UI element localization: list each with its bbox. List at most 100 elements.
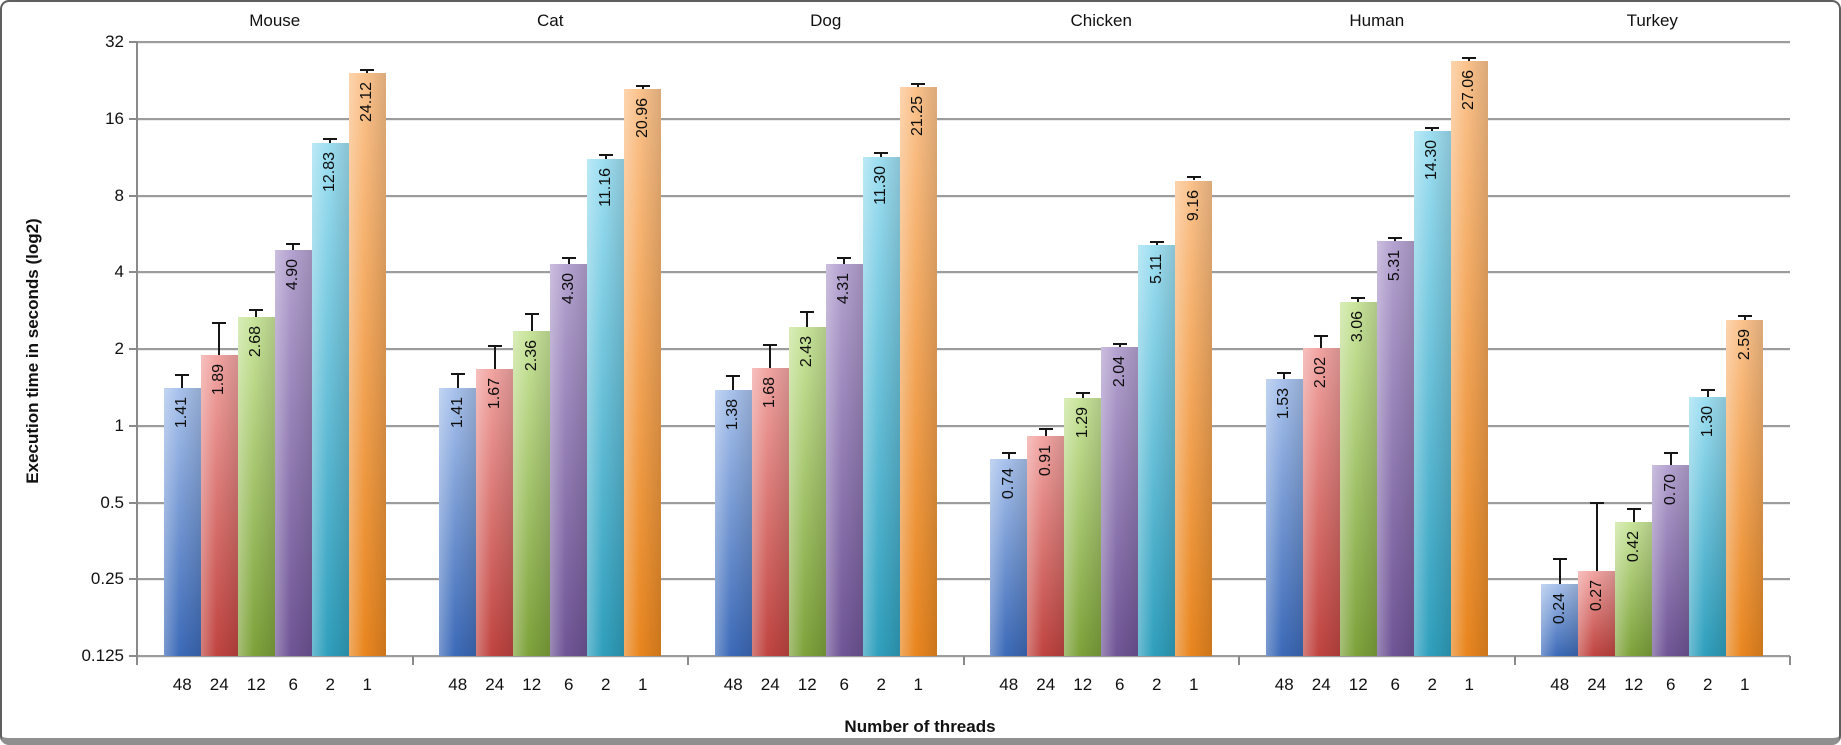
bar-value-label: 4.90 bbox=[284, 258, 302, 290]
bar-value-label: 1.53 bbox=[1275, 387, 1293, 419]
error-bar-line bbox=[1743, 315, 1746, 321]
bar-value-label: 0.74 bbox=[999, 468, 1017, 500]
error-bar-cap bbox=[1388, 236, 1403, 239]
error-bar-cap bbox=[1001, 452, 1016, 455]
x-tick-label: 1 bbox=[1740, 675, 1750, 694]
bar-value-label: 11.16 bbox=[596, 167, 614, 207]
bar-value-label: 2.59 bbox=[1735, 329, 1753, 361]
gridline bbox=[137, 501, 1790, 504]
y-axis-tick bbox=[129, 501, 138, 504]
error-bar-line bbox=[1155, 242, 1158, 246]
bar-chicken-6threads bbox=[1101, 346, 1139, 656]
error-bar-cap bbox=[175, 374, 190, 377]
error-bar-cap bbox=[1462, 56, 1477, 59]
error-bar-line bbox=[1706, 390, 1709, 397]
error-bar-line bbox=[1283, 373, 1286, 379]
error-bar-line bbox=[1595, 502, 1598, 571]
gridline bbox=[137, 41, 1790, 43]
y-tick-label: 0.25 bbox=[90, 569, 124, 589]
x-tick-label: 6 bbox=[1390, 675, 1400, 694]
x-axis-tick bbox=[411, 656, 414, 665]
error-bar-cap bbox=[212, 322, 227, 325]
error-bar-cap bbox=[1149, 241, 1164, 244]
y-tick-label: 4 bbox=[114, 262, 124, 282]
bar-cat-12threads bbox=[513, 330, 551, 656]
x-axis-tick bbox=[962, 656, 965, 665]
error-bar-line bbox=[1558, 559, 1561, 584]
bar-value-label: 20.96 bbox=[633, 97, 651, 138]
x-tick-label: 24 bbox=[760, 675, 780, 694]
error-bar-cap bbox=[323, 138, 338, 141]
group-title: Dog bbox=[810, 11, 842, 30]
error-bar-line bbox=[1468, 57, 1471, 61]
error-bar-cap bbox=[1075, 392, 1090, 395]
x-tick-label: 1 bbox=[362, 675, 372, 694]
error-bar-line bbox=[329, 139, 332, 144]
x-tick-label: 6 bbox=[1666, 675, 1676, 694]
bar-cat-48threads bbox=[439, 387, 477, 656]
error-bar-line bbox=[1007, 453, 1010, 460]
x-axis-tick bbox=[136, 656, 138, 665]
error-bar-line bbox=[880, 153, 883, 158]
bar-human-24threads bbox=[1302, 347, 1340, 656]
y-axis-tick bbox=[129, 348, 138, 350]
y-axis-tick bbox=[129, 41, 138, 43]
bar-value-label: 2.68 bbox=[247, 325, 265, 357]
bar-value-label: 2.04 bbox=[1110, 355, 1128, 387]
x-tick-label: 48 bbox=[723, 675, 743, 694]
bar-turkey-24threads bbox=[1578, 570, 1616, 656]
error-bar-line bbox=[366, 69, 369, 74]
x-tick-label: 12 bbox=[522, 675, 542, 694]
bar-dog-12threads bbox=[788, 327, 826, 656]
x-axis-tick bbox=[1238, 656, 1240, 665]
bar-value-label: 5.31 bbox=[1386, 249, 1404, 282]
bar-value-label: 1.29 bbox=[1073, 406, 1091, 438]
x-tick-label: 6 bbox=[839, 675, 849, 694]
gridline bbox=[137, 194, 1790, 197]
gridline bbox=[137, 424, 1790, 427]
bar-mouse-48threads bbox=[163, 387, 201, 656]
error-bar-cap bbox=[360, 68, 375, 71]
gridline bbox=[137, 271, 1790, 274]
x-tick-label: 12 bbox=[1073, 675, 1093, 694]
bar-value-label: 1.30 bbox=[1698, 405, 1716, 437]
error-bar-cap bbox=[1186, 176, 1201, 179]
error-bar-cap bbox=[1552, 558, 1567, 561]
x-tick-label: 12 bbox=[246, 675, 266, 694]
error-bar-cap bbox=[1038, 428, 1053, 431]
bar-value-label: 0.42 bbox=[1624, 530, 1642, 562]
bar-turkey-12threads bbox=[1615, 521, 1653, 656]
group-title: Turkey bbox=[1626, 11, 1678, 30]
bar-value-label: 24.12 bbox=[358, 82, 376, 123]
error-bar-line bbox=[769, 344, 772, 369]
bar-cat-6threads bbox=[550, 264, 588, 656]
y-axis-tick bbox=[129, 194, 138, 197]
x-tick-label: 2 bbox=[325, 675, 335, 694]
x-tick-label: 1 bbox=[913, 675, 923, 694]
x-tick-label: 1 bbox=[638, 675, 648, 694]
error-bar-line bbox=[1081, 393, 1084, 398]
x-tick-label: 6 bbox=[288, 675, 298, 694]
bar-mouse-1threads bbox=[348, 73, 386, 656]
error-bar-cap bbox=[450, 372, 465, 375]
error-bar-line bbox=[1431, 128, 1434, 132]
error-bar-line bbox=[255, 309, 258, 317]
x-tick-label: 24 bbox=[1587, 675, 1607, 694]
x-axis-tick bbox=[1513, 656, 1516, 665]
bar-value-label: 2.02 bbox=[1312, 356, 1330, 389]
bar-chicken-12threads bbox=[1064, 397, 1102, 656]
bar-mouse-2threads bbox=[311, 143, 349, 656]
error-bar-cap bbox=[726, 374, 741, 377]
error-bar-line bbox=[218, 323, 221, 356]
error-bar-cap bbox=[911, 83, 926, 86]
bar-mouse-6threads bbox=[274, 249, 312, 656]
bar-dog-24threads bbox=[751, 368, 789, 656]
group-title: Cat bbox=[537, 11, 564, 30]
gridline bbox=[137, 117, 1790, 120]
y-tick-label: 0.5 bbox=[100, 492, 124, 512]
error-bar-line bbox=[1632, 509, 1635, 522]
bar-value-label: 21.25 bbox=[909, 96, 927, 137]
bar-human-12threads bbox=[1339, 301, 1377, 656]
bar-human-2threads bbox=[1413, 131, 1451, 656]
bar-chicken-24threads bbox=[1027, 436, 1065, 656]
